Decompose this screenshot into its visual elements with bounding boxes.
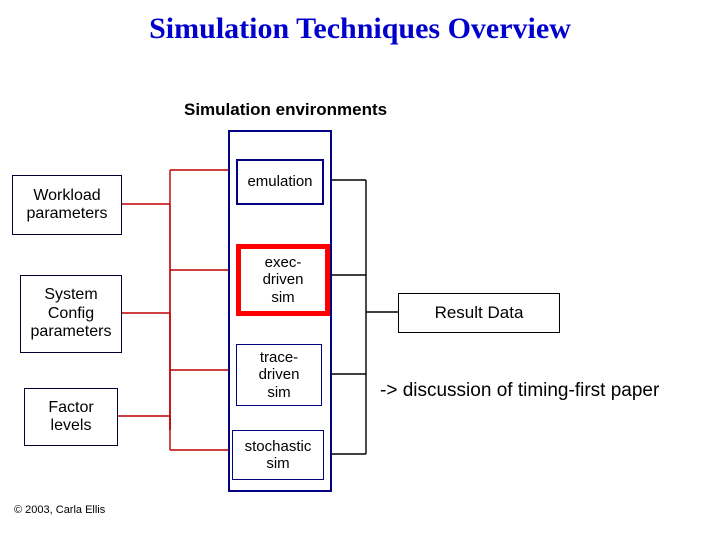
- result-label: Result Data: [435, 303, 524, 323]
- tracedriven-box: trace-drivensim: [236, 344, 322, 406]
- execdriven-box: exec-drivensim: [236, 244, 330, 316]
- stochastic-label: stochasticsim: [245, 438, 312, 473]
- result-box: Result Data: [398, 293, 560, 333]
- execdriven-label: exec-drivensim: [263, 254, 304, 306]
- factor-label: Factorlevels: [48, 399, 93, 436]
- env-subtitle: Simulation environments: [184, 100, 387, 120]
- workload-box: Workloadparameters: [12, 175, 122, 235]
- slide-root: Simulation Techniques Overview Simulatio…: [0, 0, 720, 540]
- tracedriven-label: trace-drivensim: [259, 349, 300, 401]
- sysconfig-box: SystemConfigparameters: [20, 275, 122, 353]
- emulation-box: emulation: [236, 159, 324, 205]
- workload-label: Workloadparameters: [27, 187, 108, 224]
- factor-box: Factorlevels: [24, 388, 118, 446]
- sysconfig-label: SystemConfigparameters: [31, 286, 112, 341]
- copyright: © 2003, Carla Ellis: [14, 504, 105, 516]
- emulation-label: emulation: [247, 173, 312, 190]
- connector-lines: [0, 0, 720, 540]
- discussion-note: -> discussion of timing-first paper: [380, 380, 700, 402]
- slide-title: Simulation Techniques Overview: [0, 12, 720, 46]
- stochastic-box: stochasticsim: [232, 430, 324, 480]
